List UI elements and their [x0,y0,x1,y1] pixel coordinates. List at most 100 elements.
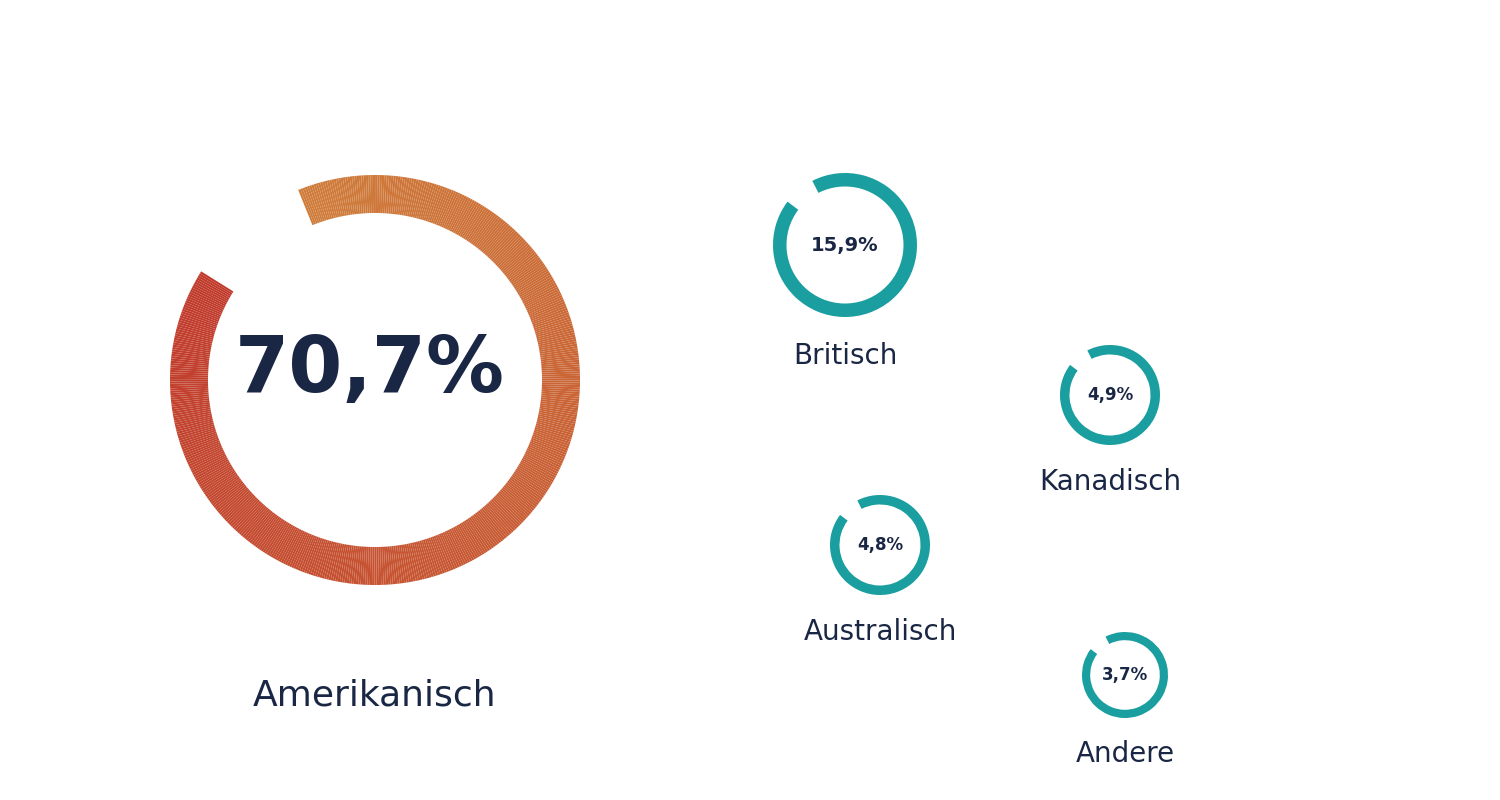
Wedge shape [291,532,309,568]
Wedge shape [171,356,208,362]
Wedge shape [486,503,513,533]
Wedge shape [538,334,576,345]
Wedge shape [516,270,549,292]
Wedge shape [285,530,303,565]
Wedge shape [417,541,429,578]
Wedge shape [340,178,350,215]
Wedge shape [532,434,568,449]
Wedge shape [209,478,242,502]
Wedge shape [405,544,414,582]
Wedge shape [448,196,466,230]
Wedge shape [423,184,436,221]
Wedge shape [537,332,574,343]
Wedge shape [462,205,483,238]
Wedge shape [400,545,410,582]
Wedge shape [186,446,222,462]
Wedge shape [255,515,279,547]
Wedge shape [198,274,232,294]
Wedge shape [444,531,462,566]
Wedge shape [489,230,516,258]
Wedge shape [507,481,538,506]
Wedge shape [273,525,292,558]
Wedge shape [192,456,226,475]
Wedge shape [192,454,226,473]
Wedge shape [512,261,543,285]
Wedge shape [490,231,517,260]
Wedge shape [340,545,348,582]
Wedge shape [526,450,561,468]
Wedge shape [217,487,248,514]
Wedge shape [514,266,548,289]
Wedge shape [490,233,519,262]
Wedge shape [387,546,393,585]
Wedge shape [394,176,400,214]
Wedge shape [465,519,488,552]
Wedge shape [540,405,578,413]
Wedge shape [504,485,534,510]
Wedge shape [350,176,355,214]
Wedge shape [202,470,236,493]
Wedge shape [370,175,374,213]
Wedge shape [189,450,225,469]
Wedge shape [522,282,556,302]
Wedge shape [474,215,498,246]
Wedge shape [376,175,380,213]
Wedge shape [279,527,298,562]
Wedge shape [170,381,208,384]
Wedge shape [441,533,458,569]
Wedge shape [518,466,550,488]
Wedge shape [532,312,568,326]
Wedge shape [532,432,570,446]
Wedge shape [480,509,506,540]
Wedge shape [520,278,554,299]
Wedge shape [528,299,564,316]
Wedge shape [536,425,573,438]
Wedge shape [304,537,320,573]
Wedge shape [310,538,324,575]
Wedge shape [530,441,566,458]
Wedge shape [298,189,314,225]
Wedge shape [177,324,214,336]
Wedge shape [177,322,214,334]
Wedge shape [483,223,508,254]
Wedge shape [342,545,350,582]
Wedge shape [262,520,285,553]
Wedge shape [406,178,417,217]
Wedge shape [444,194,462,229]
Wedge shape [441,192,459,227]
Wedge shape [386,546,390,585]
Wedge shape [531,306,567,321]
Wedge shape [314,184,327,221]
Wedge shape [514,269,549,290]
Wedge shape [483,506,508,537]
Wedge shape [440,534,456,570]
Wedge shape [484,225,512,255]
Wedge shape [537,328,574,339]
Wedge shape [542,371,580,374]
Wedge shape [198,464,231,485]
Wedge shape [316,540,330,578]
Wedge shape [286,530,304,566]
Wedge shape [226,496,256,523]
Wedge shape [518,465,552,486]
Wedge shape [410,179,419,217]
Wedge shape [351,546,357,584]
Wedge shape [509,479,540,503]
Wedge shape [477,511,501,543]
Text: 4,9%: 4,9% [1088,386,1132,404]
Wedge shape [326,542,338,580]
Wedge shape [345,545,352,583]
Wedge shape [211,482,243,506]
Wedge shape [542,388,580,392]
Text: Andere: Andere [1076,740,1174,768]
Wedge shape [171,367,208,372]
Wedge shape [542,382,580,385]
Wedge shape [525,290,561,309]
Wedge shape [274,526,296,560]
Wedge shape [506,482,537,507]
Wedge shape [378,547,381,585]
Wedge shape [538,339,576,348]
Wedge shape [404,178,412,216]
Wedge shape [484,506,510,535]
Wedge shape [270,524,291,558]
